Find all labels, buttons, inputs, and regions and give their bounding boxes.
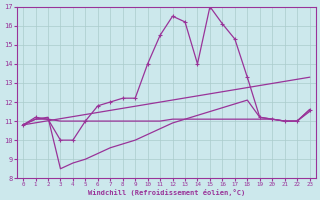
X-axis label: Windchill (Refroidissement éolien,°C): Windchill (Refroidissement éolien,°C) <box>88 189 245 196</box>
